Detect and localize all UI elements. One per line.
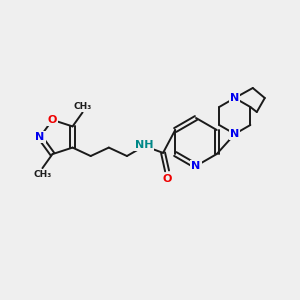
Text: O: O (162, 174, 172, 184)
Text: CH₃: CH₃ (33, 170, 52, 179)
Text: O: O (48, 115, 57, 125)
Text: N: N (230, 129, 239, 139)
Text: N: N (191, 161, 201, 171)
Text: N: N (35, 132, 45, 142)
Text: CH₃: CH₃ (74, 102, 92, 111)
Text: NH: NH (135, 140, 154, 150)
Text: N: N (230, 93, 239, 103)
